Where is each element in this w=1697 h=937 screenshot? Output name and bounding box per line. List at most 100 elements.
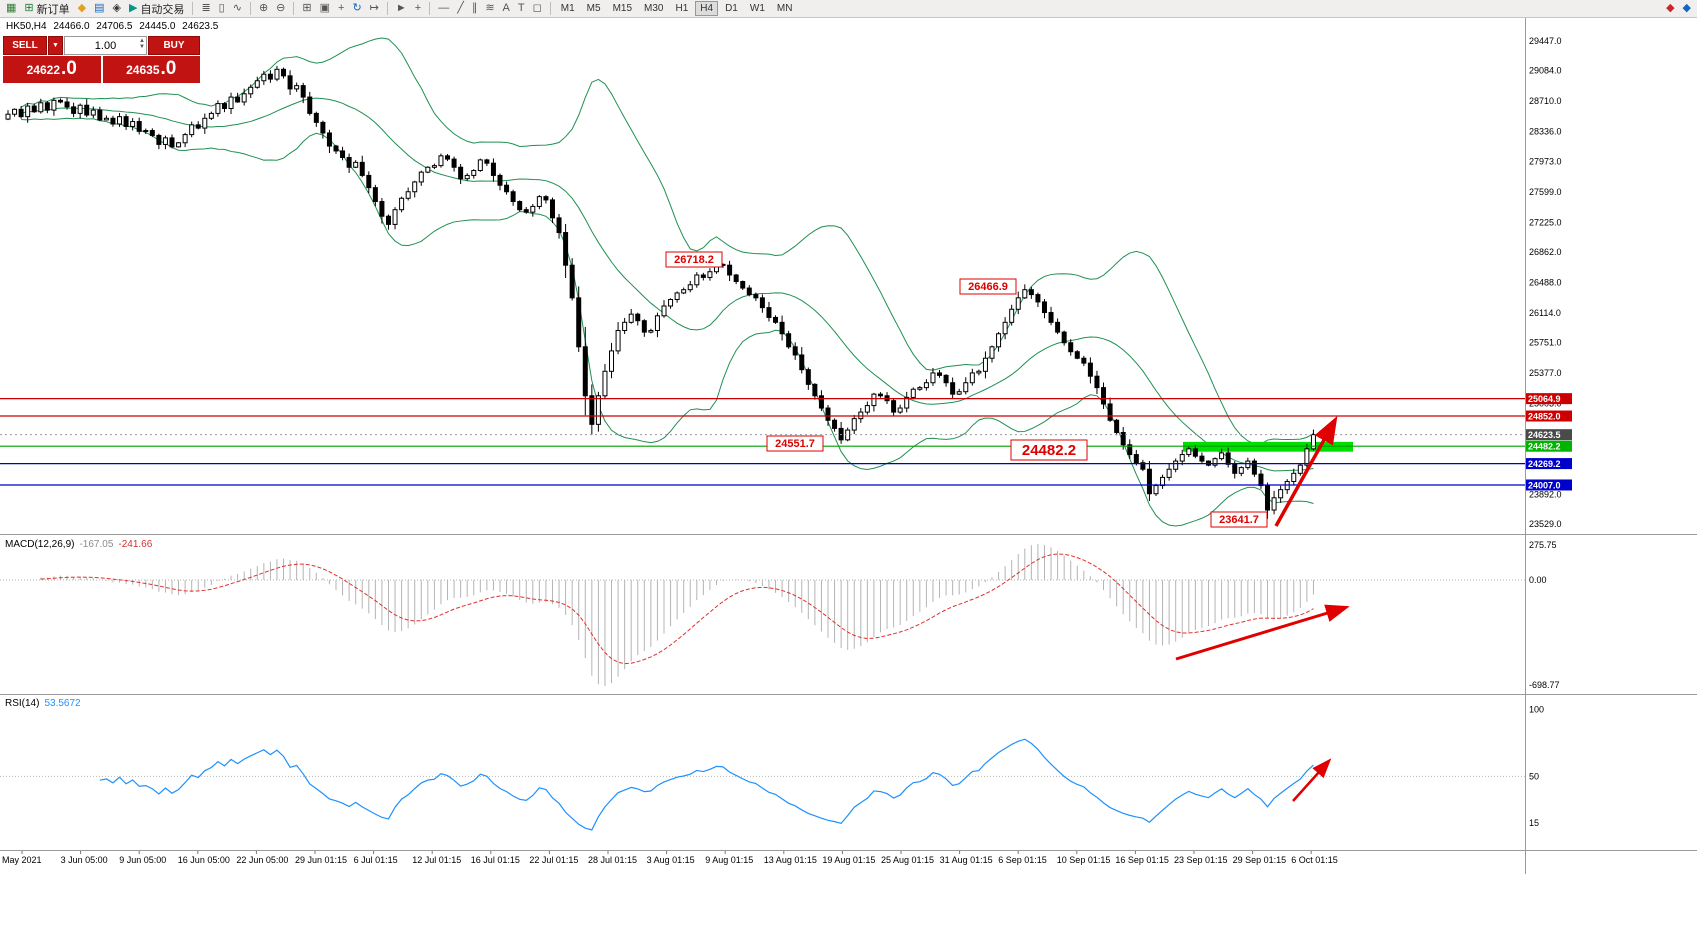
svg-text:25 Aug 01:15: 25 Aug 01:15 xyxy=(881,855,934,865)
sell-button[interactable]: SELL xyxy=(3,36,47,55)
price-annotation[interactable]: 23641.7 xyxy=(1210,511,1268,528)
shapes-icon[interactable]: ◻ xyxy=(530,1,545,17)
trendline-icon[interactable]: ╱ xyxy=(454,1,467,17)
bollinger-middle-band xyxy=(20,97,1314,472)
zoom-out-icon[interactable]: ⊖ xyxy=(273,1,288,17)
svg-text:29447.0: 29447.0 xyxy=(1529,36,1562,46)
rsi-line xyxy=(99,738,1314,831)
toolbar-separator xyxy=(549,2,551,15)
svg-text:-698.77: -698.77 xyxy=(1529,680,1560,690)
buy-button[interactable]: BUY xyxy=(148,36,200,55)
svg-text:25377.0: 25377.0 xyxy=(1529,368,1562,378)
svg-text:25064.9: 25064.9 xyxy=(1528,394,1561,404)
price-annotation[interactable]: 26718.2 xyxy=(665,251,723,268)
trendline-icon: ╱ xyxy=(457,2,464,14)
lot-size-value[interactable]: 1.00 xyxy=(94,39,117,52)
horizontal-line-icon[interactable]: — xyxy=(435,1,452,17)
cursor-icon[interactable]: ► xyxy=(393,1,410,17)
macd-histogram xyxy=(40,544,1314,686)
svg-text:27225.0: 27225.0 xyxy=(1529,217,1562,227)
svg-text:23892.0: 23892.0 xyxy=(1529,489,1562,499)
timeframe-h1-button[interactable]: H1 xyxy=(675,3,689,14)
svg-text:May 2021: May 2021 xyxy=(2,855,42,865)
price-axis[interactable]: 29447.0 29084.0 28710.0 28336.0 27973.0 27599… xyxy=(1525,36,1572,828)
line-chart-icon: ∿ xyxy=(232,2,242,14)
symbol-ohlc-line: HK50,H4 24466.0 24706.5 24445.0 24623.5 xyxy=(6,21,222,32)
new-chart-icon[interactable]: ▦ xyxy=(3,1,19,17)
svg-text:3 Aug 01:15: 3 Aug 01:15 xyxy=(647,855,695,865)
buy-price[interactable]: 24635.0 xyxy=(102,56,200,83)
time-axis[interactable]: May 2021 3 Jun 05:00 9 Jun 05:00 16 Jun 05:… xyxy=(2,851,1338,865)
bar-chart-icon: ≣ xyxy=(201,2,211,14)
svg-text:24007.0: 24007.0 xyxy=(1528,480,1561,490)
svg-text:31 Aug 01:15: 31 Aug 01:15 xyxy=(940,855,993,865)
lot-down-icon[interactable]: ▼ xyxy=(139,44,145,50)
symbol-name: HK50,H4 xyxy=(6,21,47,32)
timeframe-d1-button[interactable]: D1 xyxy=(725,3,738,14)
price-tag xyxy=(1525,440,1572,452)
lot-size-field[interactable]: 1.00 ▲ ▼ xyxy=(64,36,147,55)
channel-icon[interactable]: ∥ xyxy=(469,1,481,17)
label-icon[interactable]: T xyxy=(515,1,528,17)
crosshair-icon[interactable]: + xyxy=(412,1,424,17)
text-icon[interactable]: A xyxy=(500,1,513,17)
navigator-icon[interactable]: ◈ xyxy=(110,1,124,17)
profiles-icon[interactable]: ◆ xyxy=(75,1,89,17)
sell-price[interactable]: 24622.0 xyxy=(3,56,101,83)
fibonacci-icon[interactable]: ≋ xyxy=(482,1,497,17)
new-order-button[interactable]: ⊞ 新订单 xyxy=(21,1,72,17)
new-object-icon[interactable]: + xyxy=(335,1,347,17)
ohlc-close: 24623.5 xyxy=(182,21,219,32)
toolbar-right-icon-1[interactable]: ◆ xyxy=(1663,1,1677,17)
zoom-in-icon[interactable]: ⊕ xyxy=(256,1,271,17)
trend-arrow[interactable] xyxy=(1292,758,1332,802)
toolbar-right-icon-2: ◆ xyxy=(1682,2,1691,14)
tile-windows-icon[interactable]: ▣ xyxy=(317,1,333,17)
svg-text:275.75: 275.75 xyxy=(1529,540,1557,550)
one-click-trading-widget: SELL ▼ 1.00 ▲ ▼ BUY 24622.0 24635.0 xyxy=(3,36,200,83)
svg-text:6 Sep 01:15: 6 Sep 01:15 xyxy=(998,855,1047,865)
svg-text:28710.0: 28710.0 xyxy=(1529,96,1562,106)
trend-arrow[interactable] xyxy=(1175,604,1350,661)
autotrading-button: ▶ xyxy=(128,2,138,14)
svg-text:16 Jul 01:15: 16 Jul 01:15 xyxy=(471,855,520,865)
current-price-tag xyxy=(1525,429,1572,441)
grid-icon[interactable]: ⊞ xyxy=(299,1,314,17)
sell-options-caret-icon[interactable]: ▼ xyxy=(48,36,63,55)
svg-text:16 Jun 05:00: 16 Jun 05:00 xyxy=(178,855,230,865)
candlestick-chart-icon[interactable]: ▯ xyxy=(216,1,228,17)
price-annotation[interactable]: 24551.7 xyxy=(766,435,824,452)
svg-text:12 Jul 01:15: 12 Jul 01:15 xyxy=(412,855,461,865)
toolbar-right-icon-2[interactable]: ◆ xyxy=(1680,1,1694,17)
market-watch-icon[interactable]: ▤ xyxy=(91,1,107,17)
svg-text:24551.7: 24551.7 xyxy=(775,438,815,450)
lot-up-icon[interactable]: ▲ xyxy=(139,38,145,44)
ohlc-low: 24445.0 xyxy=(139,21,176,32)
shapes-icon: ◻ xyxy=(532,2,542,14)
timeframe-w1-button[interactable]: W1 xyxy=(749,3,765,14)
price-annotation[interactable]: 26466.9 xyxy=(959,278,1017,295)
timeframe-m30-button[interactable]: M30 xyxy=(644,3,664,14)
timeframe-h4-button[interactable]: H4 xyxy=(695,1,719,16)
price-annotation[interactable]: 24482.2 xyxy=(1010,439,1088,461)
timeframe-m15-button[interactable]: M15 xyxy=(612,3,633,14)
timeframe-m1-button[interactable]: M1 xyxy=(560,3,575,14)
toolbar-separator xyxy=(386,2,388,15)
label-icon: T xyxy=(517,2,525,14)
timeframe-mn-button[interactable]: MN xyxy=(776,3,793,14)
line-chart-icon[interactable]: ∿ xyxy=(230,1,245,17)
svg-text:26718.2: 26718.2 xyxy=(674,254,714,266)
rsi-indicator-label: RSI(14) 53.5672 xyxy=(5,698,81,709)
svg-text:10 Sep 01:15: 10 Sep 01:15 xyxy=(1057,855,1111,865)
auto-scroll-icon[interactable]: ↻ xyxy=(349,1,364,17)
svg-text:19 Aug 01:15: 19 Aug 01:15 xyxy=(822,855,875,865)
lot-stepper[interactable]: ▲ ▼ xyxy=(139,38,145,50)
timeframe-m5-button[interactable]: M5 xyxy=(586,3,601,14)
svg-text:28 Jul 01:15: 28 Jul 01:15 xyxy=(588,855,637,865)
chart-shift-icon[interactable]: ↦ xyxy=(367,1,382,17)
svg-text:27599.0: 27599.0 xyxy=(1529,187,1562,197)
autotrading-button[interactable]: ▶ 自动交易 xyxy=(126,1,187,17)
trend-arrow[interactable] xyxy=(1274,415,1338,527)
bar-chart-icon[interactable]: ≣ xyxy=(198,1,213,17)
